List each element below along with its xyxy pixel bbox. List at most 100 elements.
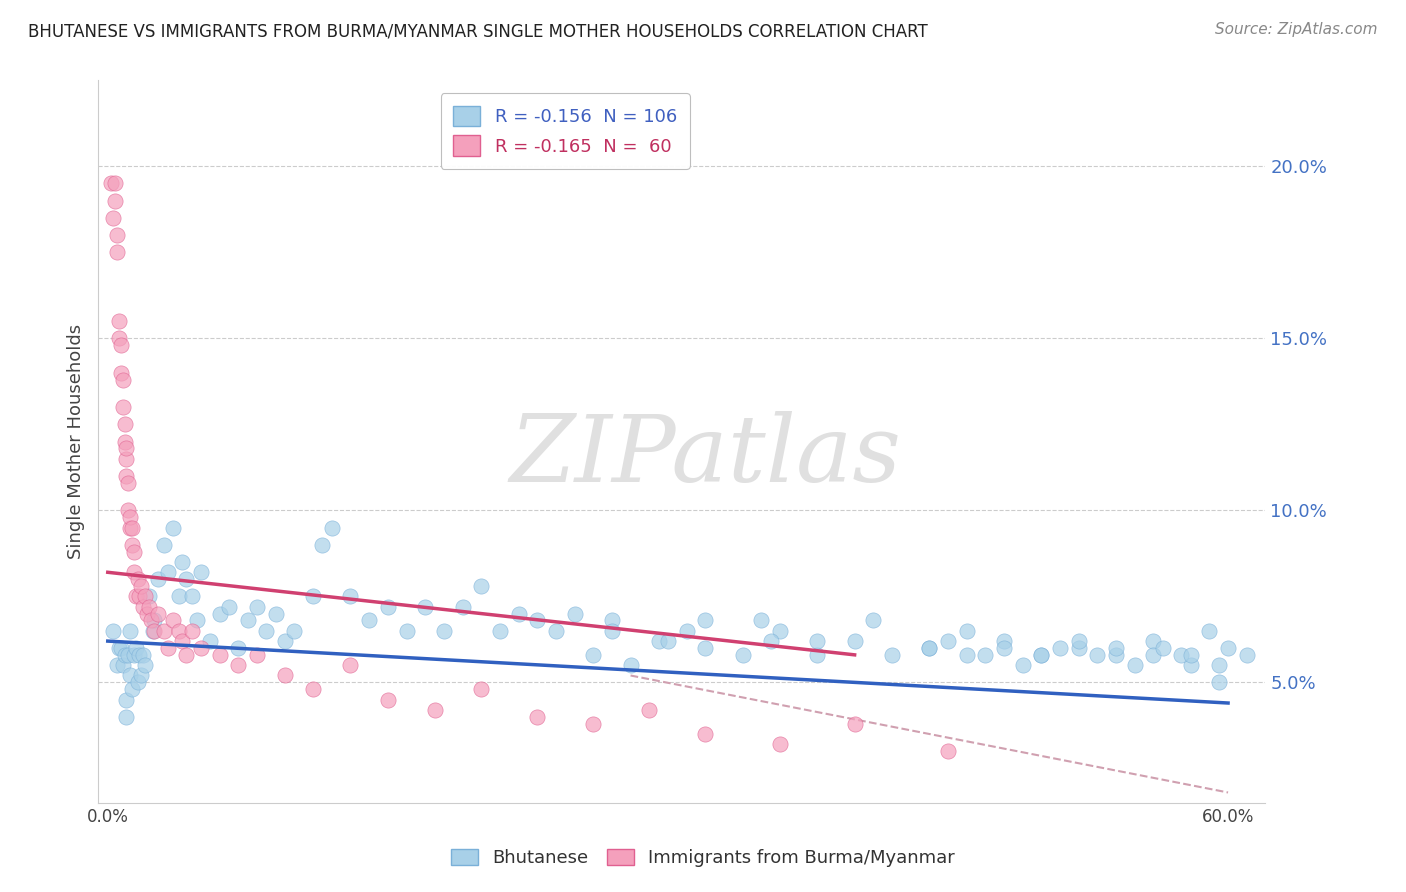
Point (143, 614, 166, 628)
Point (236, 614, 259, 628)
Point (108, 640, 131, 655)
Point (283, 624, 305, 638)
Point (256, 624, 278, 638)
Point (228, 640, 250, 655)
Point (413, 599, 436, 614)
Point (115, 442, 138, 456)
Point (526, 614, 548, 628)
Point (117, 648, 139, 662)
Point (120, 624, 142, 638)
Point (993, 634, 1015, 648)
Point (228, 658, 250, 673)
Point (117, 475, 139, 490)
Point (131, 668, 153, 682)
Point (120, 520, 142, 534)
Point (108, 331, 131, 345)
Point (180, 590, 202, 604)
Point (274, 668, 297, 682)
Point (582, 716, 605, 731)
Point (127, 675, 149, 690)
Point (208, 648, 231, 662)
Point (115, 451, 138, 466)
Point (1208, 675, 1230, 690)
Point (470, 579, 492, 593)
Point (731, 648, 754, 662)
Point (131, 579, 153, 593)
Point (339, 658, 361, 673)
Point (103, 624, 125, 638)
Point (105, 228, 128, 243)
Point (108, 314, 131, 328)
Point (1216, 640, 1239, 655)
Point (128, 648, 150, 662)
Point (918, 640, 941, 655)
Point (321, 520, 343, 534)
Point (132, 648, 155, 662)
Point (122, 648, 145, 662)
Text: ZIPatlas: ZIPatlas (509, 411, 901, 501)
Point (600, 614, 623, 628)
Legend: Bhutanese, Immigrants from Burma/Myanmar: Bhutanese, Immigrants from Burma/Myanmar (444, 841, 962, 874)
Point (806, 634, 828, 648)
Point (544, 624, 567, 638)
Point (844, 716, 866, 731)
Point (359, 614, 381, 628)
Point (104, 177, 127, 191)
Point (1067, 634, 1090, 648)
Point (1152, 640, 1174, 655)
Point (127, 572, 149, 586)
Point (110, 640, 132, 655)
Point (657, 634, 679, 648)
Point (146, 607, 169, 621)
Point (111, 373, 134, 387)
Point (156, 566, 179, 580)
Point (105, 245, 128, 260)
Legend: R = -0.156  N = 106, R = -0.165  N =  60: R = -0.156 N = 106, R = -0.165 N = 60 (440, 93, 690, 169)
Point (142, 624, 165, 638)
Point (115, 710, 138, 724)
Point (311, 538, 333, 552)
Point (880, 648, 903, 662)
Point (111, 658, 134, 673)
Point (125, 590, 148, 604)
Point (1011, 658, 1033, 673)
Point (1142, 634, 1164, 648)
Point (121, 682, 143, 697)
Point (200, 634, 222, 648)
Point (103, 211, 125, 225)
Point (936, 634, 959, 648)
Point (274, 634, 297, 648)
Point (156, 640, 179, 655)
Point (125, 640, 148, 655)
Point (117, 503, 139, 517)
Point (862, 614, 884, 628)
Point (1031, 648, 1053, 662)
Point (1180, 658, 1202, 673)
Point (1170, 648, 1192, 662)
Point (302, 590, 325, 604)
Point (218, 599, 240, 614)
Point (619, 658, 641, 673)
Point (121, 520, 143, 534)
Point (695, 727, 717, 741)
Point (600, 624, 623, 638)
Text: Source: ZipAtlas.com: Source: ZipAtlas.com (1215, 22, 1378, 37)
Point (100, 177, 122, 191)
Point (208, 607, 231, 621)
Point (1142, 648, 1164, 662)
Point (121, 538, 143, 552)
Point (1198, 624, 1220, 638)
Point (134, 590, 156, 604)
Point (110, 366, 132, 380)
Point (1049, 640, 1071, 655)
Point (1236, 648, 1258, 662)
Point (638, 703, 661, 717)
Point (162, 520, 184, 534)
Point (190, 640, 212, 655)
Point (136, 607, 159, 621)
Point (918, 640, 941, 655)
Point (172, 634, 194, 648)
Point (134, 658, 156, 673)
Point (110, 338, 132, 352)
Point (1031, 648, 1053, 662)
